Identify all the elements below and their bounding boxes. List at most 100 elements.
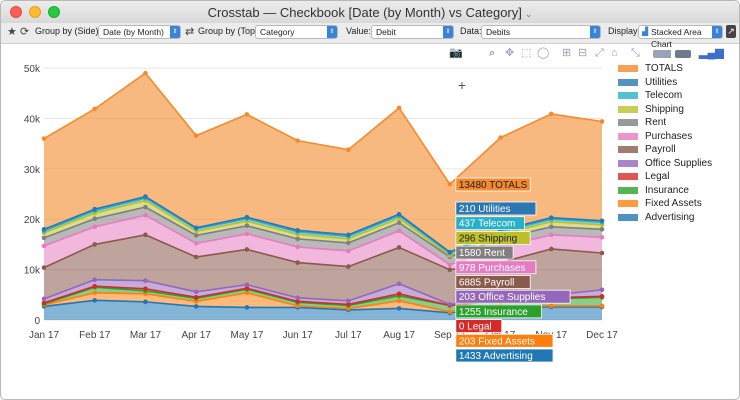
zoom-icon[interactable]: ⌕	[489, 47, 496, 59]
camera-icon[interactable]: 📷	[449, 47, 463, 59]
point-office-supplies	[92, 277, 98, 282]
title-bar: Crosstab — Checkbook [Date (by Month) vs…	[1, 1, 739, 24]
point-office-supplies	[41, 296, 47, 302]
legend-item[interactable]: Office Supplies	[618, 157, 738, 171]
pan-icon[interactable]: ✥	[505, 47, 515, 59]
point-fixed-assets	[295, 303, 300, 309]
autoscale-icon[interactable]: ⤢	[595, 47, 604, 59]
point-rent	[548, 224, 554, 230]
refresh-icon[interactable]: ⟳	[20, 26, 30, 38]
legend-label: Purchases	[645, 130, 693, 142]
legend-item[interactable]: Utilities	[618, 76, 738, 90]
point-payroll	[548, 246, 554, 252]
point-totals	[548, 111, 554, 117]
title-chevron-icon: ⌄	[524, 9, 533, 19]
point-purchases	[41, 243, 47, 249]
point-totals	[143, 70, 148, 76]
hover-label-box	[455, 319, 503, 334]
point-totals	[396, 105, 402, 111]
point-utilities	[396, 211, 402, 217]
point-purchases	[295, 244, 300, 250]
point-rent	[396, 220, 402, 226]
point-legal	[143, 286, 148, 292]
legend-label: Telecom	[645, 90, 683, 101]
hover-closest-icon[interactable]	[653, 50, 671, 58]
point-rent	[599, 227, 605, 232]
swap-icon[interactable]: ⇄	[185, 26, 195, 38]
close-window-button[interactable]	[10, 6, 22, 18]
point-utilities	[244, 214, 250, 220]
plotly-logo-icon[interactable]: ▂▄▆	[699, 47, 724, 59]
display-select[interactable]: ▟ Stacked Area Chart ⇕	[638, 25, 723, 49]
point-totals	[295, 138, 300, 143]
legend-item[interactable]: Insurance	[618, 184, 738, 198]
zoom-out-icon[interactable]: ⊟	[578, 47, 588, 59]
hover-label-box	[455, 260, 537, 275]
lasso-icon[interactable]: ◯	[537, 47, 550, 59]
minimize-window-button[interactable]	[29, 6, 41, 18]
legend-item[interactable]: Fixed Assets	[618, 197, 738, 211]
line-totals	[43, 72, 603, 186]
legend-swatch	[618, 173, 638, 180]
point-purchases	[396, 228, 402, 234]
stacked-area-chart[interactable]: 0 10k 20k 30k 40k 50k Jan 17 Feb 17 Mar 17 Apr 17…	[1, 44, 739, 400]
point-rent	[92, 216, 98, 222]
group-top-value: Category	[260, 27, 295, 37]
point-utilities	[41, 227, 47, 232]
area-fixed-assets	[44, 292, 602, 313]
x-tick-label: Jan 17	[29, 330, 59, 341]
area-purchases	[44, 215, 602, 270]
legend-item[interactable]: Advertising	[618, 211, 738, 225]
point-advertising	[193, 304, 199, 309]
box-select-icon[interactable]: ⬚	[521, 47, 532, 59]
hover-compare-icon[interactable]	[675, 50, 691, 58]
window-title[interactable]: Crosstab — Checkbook [Date (by Month) vs…	[207, 5, 533, 20]
point-totals	[447, 181, 453, 187]
group-top-select[interactable]: Category ⇕	[255, 25, 338, 39]
hover-label-text: 203 Office Supplies	[459, 292, 546, 303]
data-select[interactable]: Debits ⇕	[481, 25, 601, 39]
y-tick-label: 50k	[24, 64, 41, 75]
point-legal	[41, 300, 47, 306]
legend-swatch	[618, 132, 638, 140]
hover-label-box	[455, 201, 537, 216]
point-payroll	[92, 242, 98, 247]
zoom-in-icon[interactable]: ⊞	[562, 47, 572, 59]
value-select[interactable]: Debit ⇕	[371, 25, 454, 39]
point-totals	[346, 147, 351, 152]
legend-swatch	[618, 119, 638, 126]
star-icon[interactable]: ★	[7, 26, 17, 38]
line-purchases	[43, 214, 603, 266]
open-external-icon[interactable]: ↗	[726, 25, 736, 38]
point-legal	[295, 299, 300, 304]
point-office-supplies	[346, 298, 351, 304]
reset-axes-icon[interactable]: ⌂	[611, 47, 618, 59]
select-arrows-icon: ⇕	[590, 26, 600, 38]
point-legal	[244, 285, 250, 291]
x-tick-label: Feb 17	[79, 330, 111, 341]
legend-item[interactable]: Legal	[618, 170, 738, 184]
hover-label-text: 978 Purchases	[459, 263, 526, 274]
point-legal	[396, 291, 402, 297]
x-tick-label: Jun 17	[283, 330, 313, 341]
zoom-window-button[interactable]	[48, 6, 60, 18]
group-side-select[interactable]: Date (by Month) ⇕	[98, 25, 181, 39]
legend-item[interactable]: Shipping	[618, 103, 738, 117]
legend-item[interactable]: Telecom	[618, 89, 738, 103]
y-tick-label: 0	[34, 316, 40, 327]
display-label: Display:	[608, 26, 641, 36]
spike-lines-icon[interactable]: ⤡	[631, 47, 640, 59]
y-tick-label: 20k	[24, 215, 41, 226]
legend-item[interactable]: Payroll	[618, 143, 738, 157]
legend-item[interactable]: Purchases	[618, 130, 738, 144]
chart-legend: TOTALS Utilities Telecom Shipping Rent Purcha…	[618, 62, 738, 224]
point-utilities	[548, 215, 554, 221]
y-tick-label: 30k	[24, 165, 41, 176]
legend-label: Insurance	[645, 184, 689, 196]
legend-item[interactable]: Rent	[618, 116, 738, 130]
point-utilities	[143, 194, 148, 199]
hover-label-box	[455, 348, 554, 363]
legend-item[interactable]: TOTALS	[618, 62, 738, 76]
point-advertising	[143, 299, 148, 305]
